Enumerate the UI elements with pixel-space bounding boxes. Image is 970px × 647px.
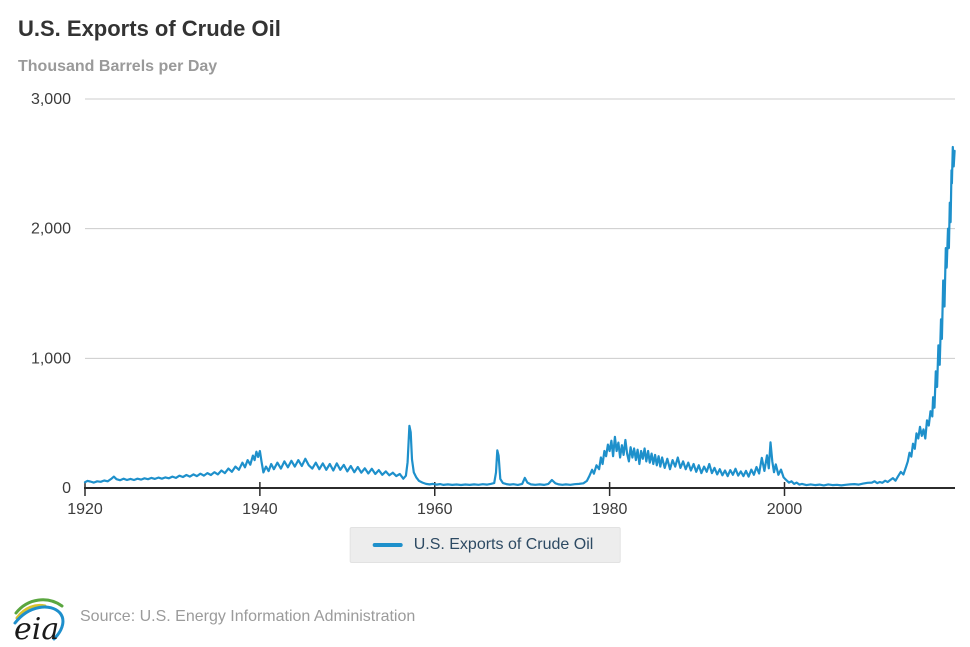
eia-logo-blue-swoosh xyxy=(13,605,65,641)
x-axis-label-1940: 1940 xyxy=(242,501,278,518)
legend-line-swatch-icon xyxy=(372,543,403,547)
footer: eia Source: U.S. Energy Information Admi… xyxy=(12,592,415,642)
page-title: U.S. Exports of Crude Oil xyxy=(18,16,281,41)
eia-logo-green-arc xyxy=(14,598,64,615)
eia-logo-text: eia xyxy=(14,612,59,642)
legend-label: U.S. Exports of Crude Oil xyxy=(413,536,594,553)
y-axis-label-1000: 1,000 xyxy=(31,350,71,367)
eia-logo: eia xyxy=(13,598,65,642)
x-axis-label-1920: 1920 xyxy=(67,501,103,518)
y-axis-title: Thousand Barrels per Day xyxy=(18,58,218,75)
series-line-0[interactable] xyxy=(83,145,956,487)
y-axis-label-3000: 3,000 xyxy=(31,91,71,108)
y-axis-label-2000: 2,000 xyxy=(31,221,71,238)
x-axis-label-1980: 1980 xyxy=(592,501,628,518)
x-axis-label-1960: 1960 xyxy=(417,501,453,518)
legend[interactable]: U.S. Exports of Crude Oil xyxy=(349,527,621,563)
source-text: Source: U.S. Energy Information Administ… xyxy=(80,608,416,625)
y-axis-label-0: 0 xyxy=(62,480,71,497)
x-axis-label-2000: 2000 xyxy=(767,501,803,518)
chart-area: 0 1,000 2,000 3,000 1920 1940 1960 1980 2000 xyxy=(31,91,956,518)
